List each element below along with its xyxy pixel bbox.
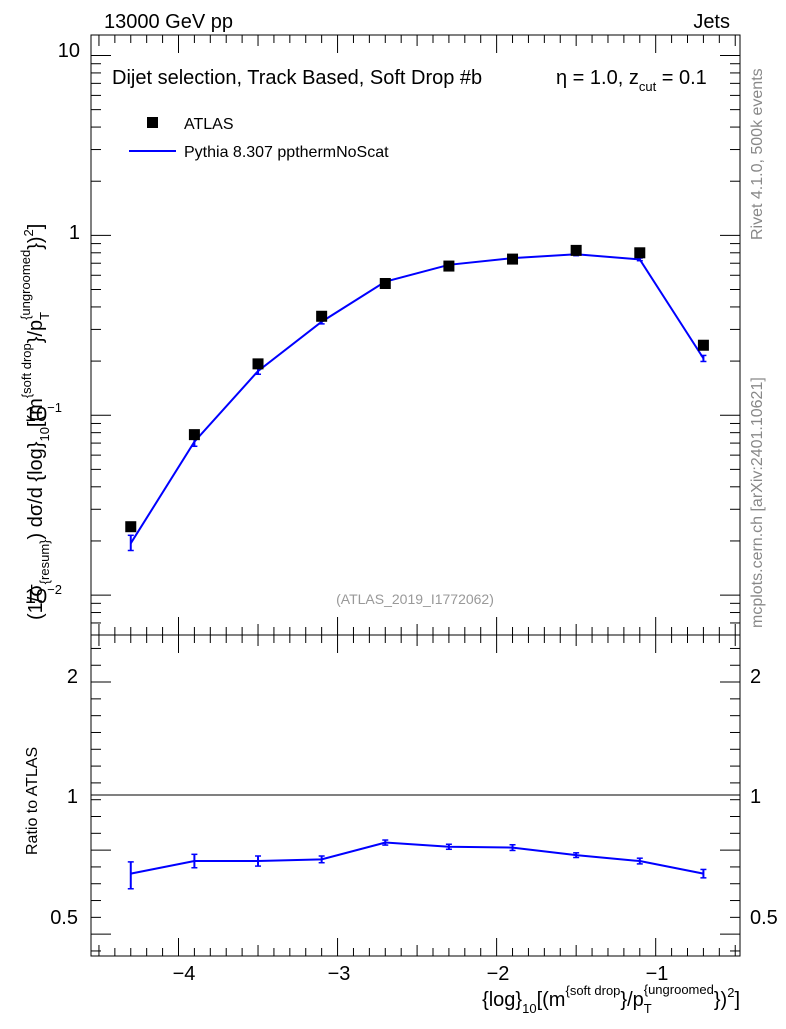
ylabel-b-sub: 10 xyxy=(37,427,52,441)
xtick-label-minus4: −4 xyxy=(173,963,196,985)
legend-data-marker xyxy=(147,117,158,128)
ratio-ytick-label-right-0.5: 0.5 xyxy=(750,907,778,929)
ratio-series xyxy=(127,839,707,890)
xlabel-close: }) xyxy=(714,989,727,1011)
ratio-ytick-label-right-1: 1 xyxy=(750,786,761,808)
xlabel-p: }/p xyxy=(620,989,643,1011)
ylabel-d-sub: T xyxy=(37,312,52,320)
main-ytick-label-0.1: 10−1 xyxy=(25,400,62,426)
x-axis-label: {log}10[(m{soft drop}/pT {ungroomed})2] xyxy=(482,982,740,1016)
main-ytick-label-0.01: 10−2 xyxy=(25,582,62,608)
atlas-data-point xyxy=(697,339,709,351)
atlas-series xyxy=(125,244,709,533)
atlas-data-point xyxy=(507,253,519,265)
main-ytick-0.01-exp: −2 xyxy=(47,582,62,597)
xtick-label-minus2: −2 xyxy=(487,963,510,985)
main-ytick-0.1-exp: −1 xyxy=(47,400,62,415)
analysis-label: (ATLAS_2019_I1772062) xyxy=(336,591,494,607)
ylabel-d-sup: {ungroomed xyxy=(18,250,33,320)
xtick-label-minus3: −3 xyxy=(328,963,351,985)
plot-title: Dijet selection, Track Based, Soft Drop … xyxy=(112,67,482,89)
ylabel-c-sup: {soft drop xyxy=(19,343,34,398)
ratio-ytick-label-left-1: 1 xyxy=(67,786,78,808)
plot-title-params: η = 1.0, zcut = 0.1 xyxy=(556,67,707,94)
ylabel-d: }/p xyxy=(25,320,47,343)
legend-data-label: ATLAS xyxy=(184,116,234,133)
xlabel-bracket: ] xyxy=(734,989,740,1011)
xlabel-sup-ungroomed: {ungroomed xyxy=(644,982,714,997)
ylabel-e-sup: 2 xyxy=(21,229,36,236)
xlabel-sup-softdrop: {soft drop xyxy=(565,983,620,998)
title-params-tail: = 0.1 xyxy=(656,67,707,89)
atlas-data-point xyxy=(252,358,264,370)
atlas-data-point xyxy=(634,247,646,259)
ylabel-a-sub: {resum} xyxy=(37,539,52,584)
xlabel-log: {log} xyxy=(482,989,522,1011)
atlas-data-point xyxy=(188,429,200,441)
ylabel-c: [(m xyxy=(25,398,47,427)
axis-ticks xyxy=(91,35,740,956)
atlas-data-point xyxy=(316,310,328,322)
xtick-label-minus1: −1 xyxy=(646,963,669,985)
ylabel-e: }) xyxy=(25,236,47,249)
xlabel-sup-2: 2 xyxy=(727,985,734,1000)
energy-label: 13000 GeV pp xyxy=(104,11,233,33)
atlas-data-point xyxy=(379,277,391,289)
rivet-label: Rivet 4.1.0, 500k events xyxy=(749,68,766,240)
ratio-ytick-label-right-2: 2 xyxy=(750,666,761,688)
atlas-data-point xyxy=(443,260,455,272)
xlabel-m: [(m xyxy=(537,989,566,1011)
xlabel-sub-10: 10 xyxy=(522,1001,536,1016)
title-params-sub: cut xyxy=(639,79,657,94)
ratio-line xyxy=(130,841,704,875)
main-ytick-0.1-base: 10 xyxy=(25,404,47,426)
ylabel-a: (1/σ xyxy=(25,584,47,620)
xlabel-sub-T: T xyxy=(644,1001,652,1016)
ratio-y-axis-label: Ratio to ATLAS xyxy=(24,747,41,855)
main-y-axis-label: (1/σ{resum}) dσ/d {log}10[(m{soft drop}/… xyxy=(18,224,52,620)
mc-series xyxy=(127,252,707,552)
mc-line xyxy=(129,253,705,544)
main-ytick-0.01-base: 10 xyxy=(25,586,47,608)
legend-mc-label: Pythia 8.307 ppthermNoScat xyxy=(184,144,389,161)
category-label: Jets xyxy=(693,11,730,33)
mcplots-label: mcplots.cern.ch [arXiv:2401.10621] xyxy=(749,377,766,628)
atlas-data-point xyxy=(125,521,137,533)
main-ytick-label-10: 10 xyxy=(58,40,80,62)
ylabel-b: ) dσ/d {log} xyxy=(25,441,47,539)
atlas-data-point xyxy=(570,244,582,256)
ratio-ytick-label-left-2: 2 xyxy=(67,666,78,688)
title-params-main: η = 1.0, z xyxy=(556,67,639,89)
main-ytick-label-1: 1 xyxy=(69,222,80,244)
ratio-ytick-label-left-0.5: 0.5 xyxy=(50,907,78,929)
ylabel-f: ] xyxy=(25,224,47,230)
